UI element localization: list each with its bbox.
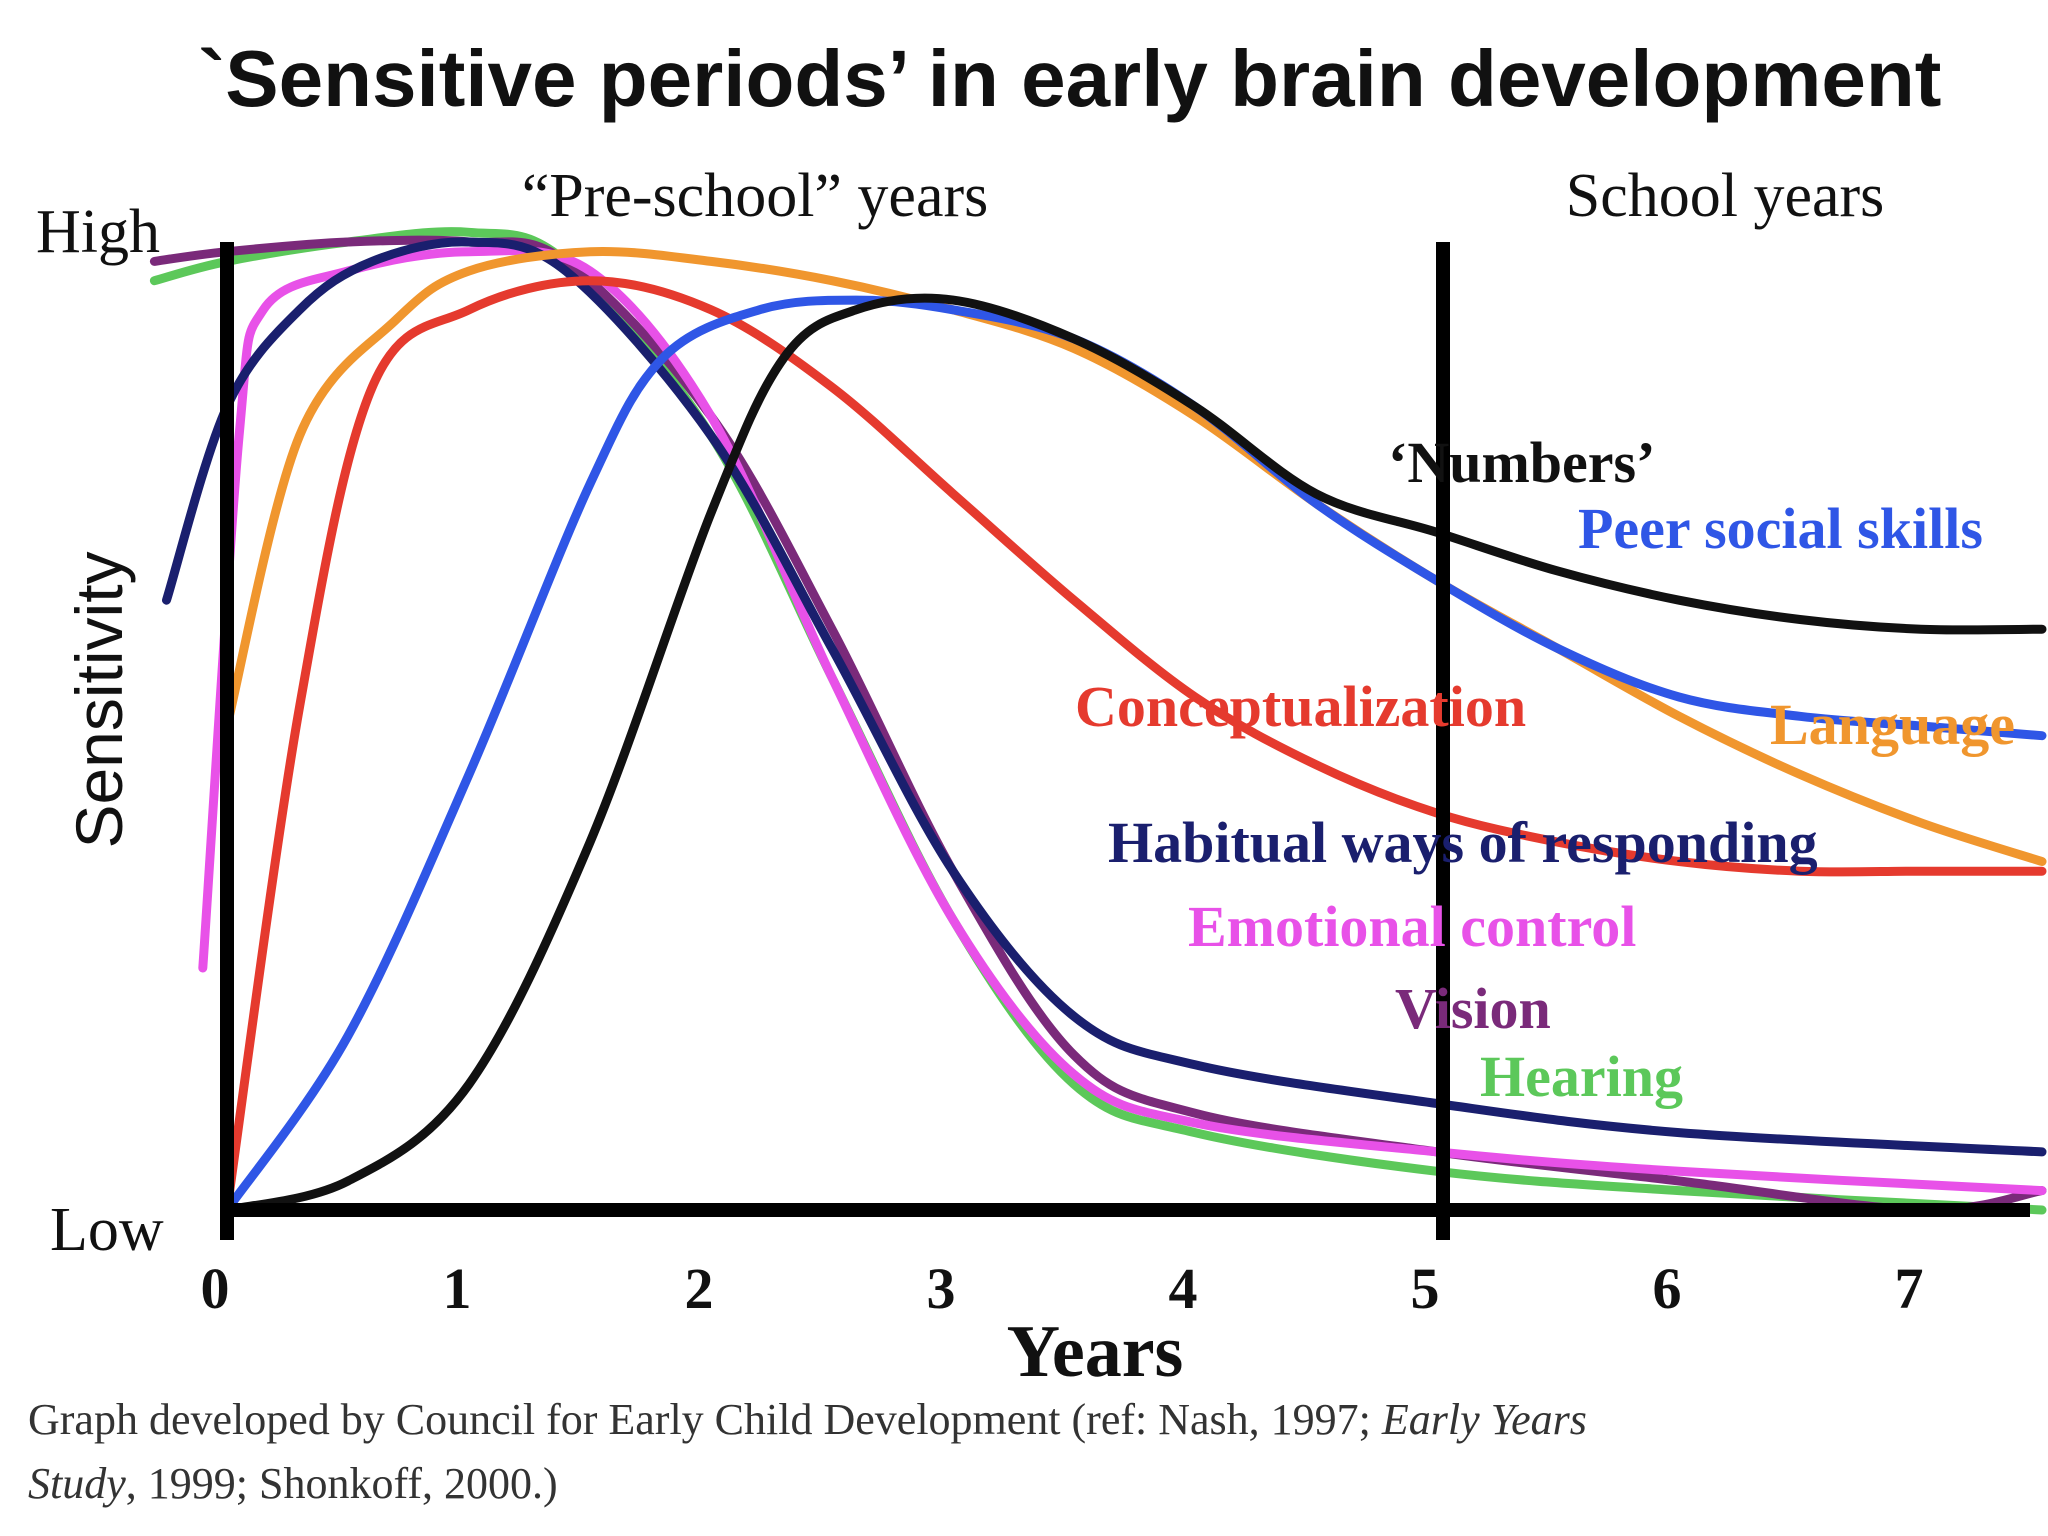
source-caption: Graph developed by Council for Early Chi…	[28, 1388, 2028, 1516]
series-label-hearing: Hearing	[1480, 1044, 1683, 1109]
series-label-habitual-ways: Habitual ways of responding	[1108, 810, 1818, 875]
x-tick-label-1: 1	[443, 1256, 472, 1321]
chart-title: `Sensitive periods’ in early brain devel…	[199, 34, 1942, 123]
x-tick-label-5: 5	[1411, 1256, 1440, 1321]
x-tick-label-7: 7	[1895, 1256, 1924, 1321]
caption-text: Graph developed by Council for Early Chi…	[28, 1395, 1382, 1444]
x-tick-label-6: 6	[1653, 1256, 1682, 1321]
series-line-emotional-control	[198, 246, 2047, 1196]
x-tick-label-4: 4	[1169, 1256, 1198, 1321]
x-axis-label: Years	[1007, 1311, 1184, 1393]
caption-text-end: , 1999; Shonkoff, 2000.)	[125, 1459, 558, 1508]
series-line-conceptualization	[222, 276, 2047, 1215]
period-label-school: School years	[1566, 162, 1885, 230]
series-label-peer-social-skills: Peer social skills	[1578, 496, 1983, 561]
tick-labels: 0 1 2 3 4 5 6 7	[201, 1256, 1924, 1321]
series-label-conceptualization: Conceptualization	[1075, 674, 1526, 739]
series-label-language: Language	[1770, 692, 2015, 757]
caption-italic-early-years: Early Years	[1381, 1395, 1587, 1444]
series-label-emotional-control: Emotional control	[1188, 894, 1636, 959]
x-tick-label-2: 2	[685, 1256, 714, 1321]
caption-italic-study: Study	[28, 1459, 126, 1508]
y-axis-label: Sensitivity	[62, 551, 136, 848]
series-lines	[149, 227, 2047, 1215]
series-line-language	[222, 246, 2047, 866]
series-line-numbers	[222, 293, 2047, 1215]
y-low-label: Low	[50, 1196, 164, 1264]
series-line-habitual-ways-of-responding	[162, 237, 2047, 1157]
period-label-preschool: “Pre-school” years	[522, 162, 989, 230]
x-tick-label-0: 0	[201, 1256, 230, 1321]
series-labels: ‘Numbers’ Peer social skills Conceptuali…	[1075, 430, 2015, 1109]
x-tick-label-3: 3	[927, 1256, 956, 1321]
series-label-vision: Vision	[1395, 976, 1551, 1041]
y-high-label: High	[36, 198, 160, 266]
series-label-numbers: ‘Numbers’	[1388, 430, 1655, 495]
